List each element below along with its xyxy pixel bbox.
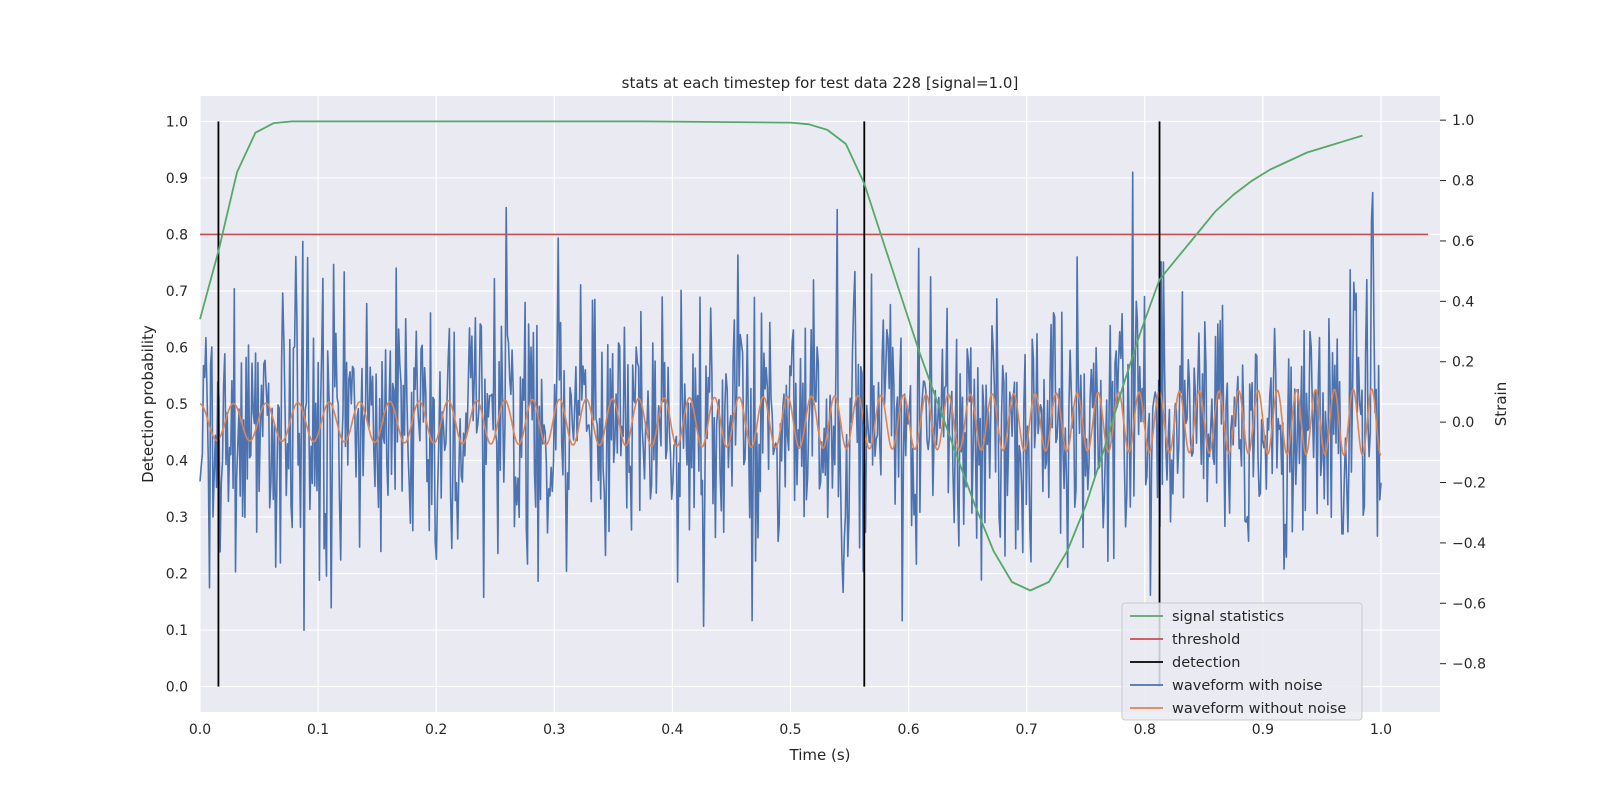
left-y-tick-label: 0.7 [166, 284, 188, 300]
legend: signal statistics threshold detection wa… [1121, 602, 1363, 721]
left-y-tick-label: 0.3 [166, 510, 188, 526]
left-y-tick-label: 0.0 [166, 680, 188, 696]
right-y-tick-label: 1.0 [1452, 113, 1474, 129]
x-tick-label: 0.6 [897, 722, 919, 738]
x-tick-label: 0.5 [779, 722, 801, 738]
right-y-tick-label: 0.0 [1452, 415, 1474, 431]
left-y-tick-label: 0.1 [166, 623, 188, 639]
right-y-axis-ticks: −0.8 −0.6 −0.4 −0.2 0.0 0.2 0.4 0.6 0.8 1.0 [1440, 113, 1486, 673]
right-y-axis-label: Strain [1492, 382, 1510, 426]
x-tick-label: 0.0 [189, 722, 211, 738]
series-layer [199, 120, 1429, 687]
left-y-tick-label: 0.2 [166, 567, 188, 583]
left-y-tick-label: 1.0 [166, 114, 188, 130]
right-y-tick-label: 0.8 [1452, 174, 1474, 190]
x-tick-label: 0.2 [425, 722, 447, 738]
x-tick-label: 0.9 [1252, 722, 1274, 738]
left-y-tick-label: 0.6 [166, 340, 188, 356]
right-y-tick-label: 0.6 [1452, 234, 1474, 250]
left-y-tick-label: 0.8 [166, 227, 188, 243]
series-waveform-without-noise [199, 388, 1382, 457]
legend-label-waveform-without-noise: waveform without noise [1172, 701, 1346, 717]
legend-label-signal-statistics: signal statistics [1172, 609, 1284, 625]
x-tick-label: 0.8 [1134, 722, 1156, 738]
legend-label-waveform-with-noise: waveform with noise [1172, 678, 1323, 694]
x-tick-label: 1.0 [1370, 722, 1392, 738]
x-tick-label: 0.7 [1016, 722, 1038, 738]
left-y-tick-label: 0.5 [166, 397, 188, 413]
right-y-tick-label: −0.2 [1452, 476, 1486, 492]
right-y-tick-label: 0.2 [1452, 355, 1474, 371]
legend-box [1121, 602, 1363, 721]
x-tick-label: 0.3 [543, 722, 565, 738]
series-waveform-with-noise [199, 171, 1382, 632]
left-y-tick-label: 0.9 [166, 171, 188, 187]
x-axis-label: Time (s) [789, 746, 851, 764]
series-signal-statistics [199, 120, 1363, 592]
left-y-tick-label: 0.4 [166, 454, 188, 470]
right-y-tick-label: −0.8 [1452, 657, 1486, 673]
chart-title: stats at each timestep for test data 228… [622, 74, 1019, 92]
right-y-tick-label: 0.4 [1452, 294, 1474, 310]
legend-label-detection: detection [1172, 655, 1240, 671]
x-tick-label: 0.1 [307, 722, 329, 738]
left-y-axis-ticks: 0.0 0.1 0.2 0.3 0.4 0.5 0.6 0.7 0.8 0.9 1.0 [166, 114, 188, 695]
legend-label-threshold: threshold [1172, 632, 1240, 648]
left-y-axis-label: Detection probability [139, 325, 157, 483]
x-tick-label: 0.4 [661, 722, 683, 738]
x-axis-ticks: 0.0 0.1 0.2 0.3 0.4 0.5 0.6 0.7 0.8 0.9 1.0 [189, 722, 1392, 738]
right-y-tick-label: −0.6 [1452, 596, 1486, 612]
right-y-tick-label: −0.4 [1452, 536, 1486, 552]
